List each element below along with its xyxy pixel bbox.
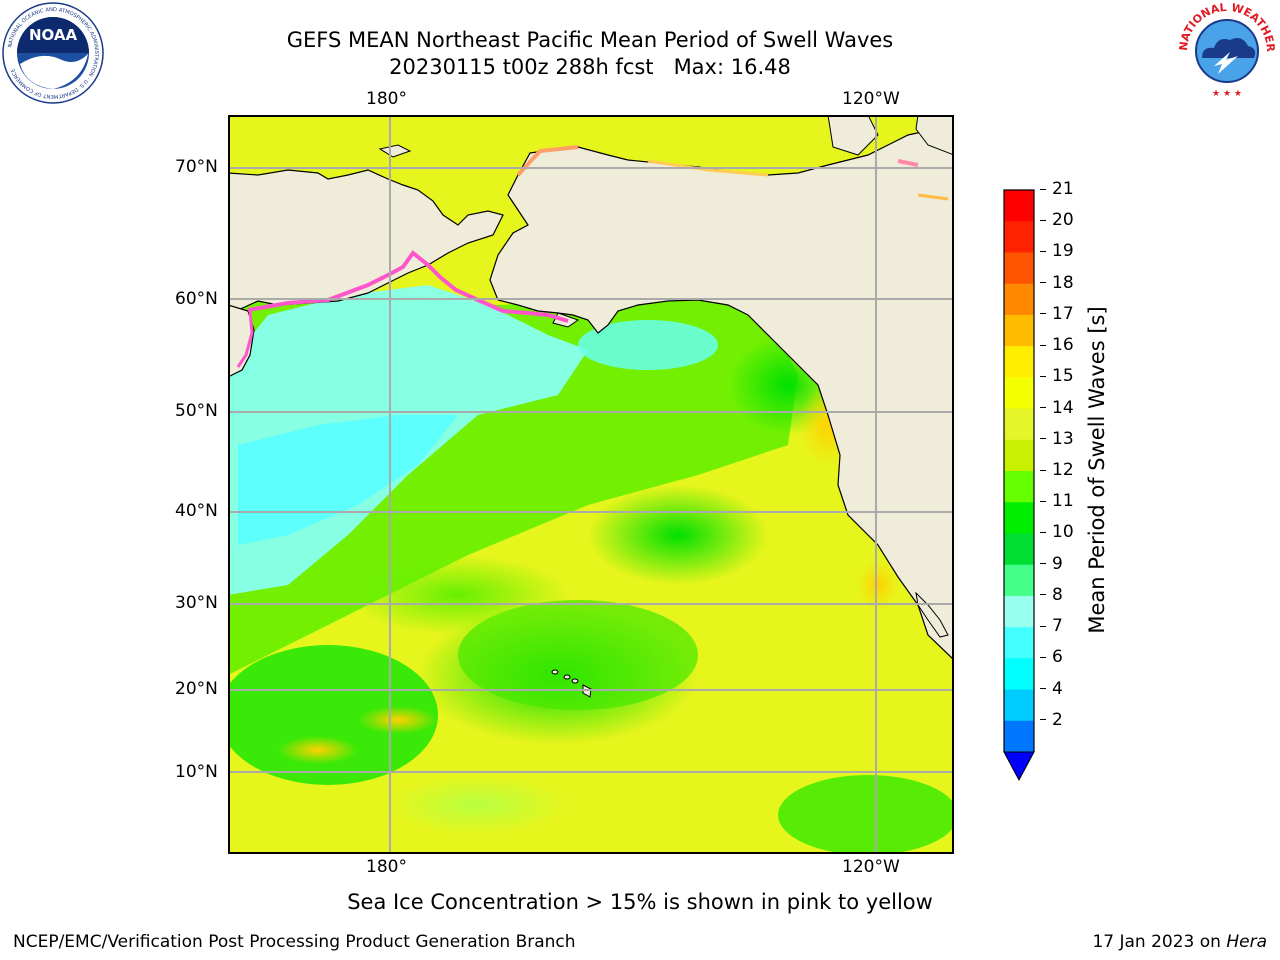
graticule [228, 115, 954, 854]
lon-label-top-120w: 120°W [842, 89, 900, 109]
colorbar-tick-label: 13 [1040, 429, 1074, 449]
colorbar-label: Mean Period of Swell Waves [s] [1085, 306, 1109, 634]
lat-label-20n: 20°N [175, 679, 218, 699]
colorbar-segment [1004, 408, 1034, 441]
colorbar-segment [1004, 533, 1034, 566]
colorbar-tick-label: 6 [1040, 647, 1063, 667]
colorbar-tick-label: 14 [1040, 398, 1074, 418]
colorbar-segment [1004, 720, 1034, 753]
footer-credit: NCEP/EMC/Verification Post Processing Pr… [13, 932, 576, 952]
map-panel [218, 114, 958, 855]
nws-logo: NATIONAL WEATHER SERVICE ★ ★ ★ [1172, 0, 1278, 100]
colorbar [1000, 186, 1040, 786]
lat-label-70n: 70°N [175, 157, 218, 177]
colorbar-tick-label: 4 [1040, 679, 1063, 699]
colorbar-svg [1003, 189, 1035, 782]
lat-label-40n: 40°N [175, 501, 218, 521]
lat-label-60n: 60°N [175, 289, 218, 309]
footer-date: 17 Jan 2023 on Hera [1092, 932, 1267, 952]
colorbar-tick-label: 15 [1040, 366, 1074, 386]
colorbar-tick-label: 10 [1040, 522, 1074, 542]
colorbar-segment [1004, 595, 1034, 628]
colorbar-tick-label: 8 [1040, 585, 1063, 605]
colorbar-segment [1004, 564, 1034, 597]
lon-label-bottom-180: 180° [366, 857, 407, 877]
colorbar-extend-triangle [1003, 751, 1035, 782]
sea-ice-note: Sea Ice Concentration > 15% is shown in … [347, 890, 933, 914]
colorbar-segment [1004, 314, 1034, 347]
colorbar-segment [1004, 658, 1034, 691]
map-subtitle: 20230115 t00z 288h fcst Max: 16.48 [389, 55, 791, 79]
colorbar-tick-label: 7 [1040, 616, 1063, 636]
footer-host: Hera [1226, 932, 1267, 952]
colorbar-segment [1004, 471, 1034, 503]
colorbar-segment [1004, 689, 1034, 722]
sea-ice-edge [247, 250, 569, 323]
colorbar-segment [1004, 283, 1034, 316]
colorbar-tick-label: 16 [1040, 335, 1074, 355]
lon-label-top-180: 180° [366, 89, 407, 109]
colorbar-segment [1004, 377, 1034, 410]
colorbar-tick-label: 11 [1040, 491, 1074, 511]
lon-label-bottom-120w: 120°W [842, 857, 900, 877]
colorbar-tick-label: 19 [1040, 241, 1074, 261]
noaa-logo-icon: NOAA NATIONAL OCEANIC AND ATMOSPHERIC AD… [2, 2, 104, 104]
colorbar-tick-label: 2 [1040, 710, 1063, 730]
lat-label-30n: 30°N [175, 593, 218, 613]
colorbar-tick-label: 18 [1040, 273, 1074, 293]
map-title: GEFS MEAN Northeast Pacific Mean Period … [286, 28, 894, 52]
svg-text:NOAA: NOAA [29, 26, 78, 44]
svg-text:★ ★ ★: ★ ★ ★ [1212, 89, 1242, 99]
colorbar-tick-label: 21 [1040, 179, 1074, 199]
noaa-logo: NOAA NATIONAL OCEANIC AND ATMOSPHERIC AD… [2, 2, 104, 104]
colorbar-tick-label: 20 [1040, 210, 1074, 230]
colorbar-tick-label: 12 [1040, 460, 1074, 480]
footer-date-text: 17 Jan 2023 on [1092, 932, 1227, 952]
lat-label-50n: 50°N [175, 401, 218, 421]
colorbar-segment [1004, 252, 1034, 285]
colorbar-tick-label: 17 [1040, 304, 1074, 324]
colorbar-segment [1004, 627, 1034, 659]
colorbar-tick-label: 9 [1040, 554, 1063, 574]
nws-logo-icon: NATIONAL WEATHER SERVICE ★ ★ ★ [1172, 0, 1277, 99]
colorbar-segment [1004, 502, 1034, 534]
map-svg [218, 114, 958, 855]
colorbar-segment [1004, 221, 1034, 253]
colorbar-ticks: 21 20 19 18 17 16 15 14 13 12 11 10 9 8 7 6 4 2 [1040, 179, 1090, 786]
colorbar-segment [1004, 190, 1034, 222]
colorbar-segment [1004, 346, 1034, 378]
lat-label-10n: 10°N [175, 762, 218, 782]
colorbar-segment [1004, 439, 1034, 472]
